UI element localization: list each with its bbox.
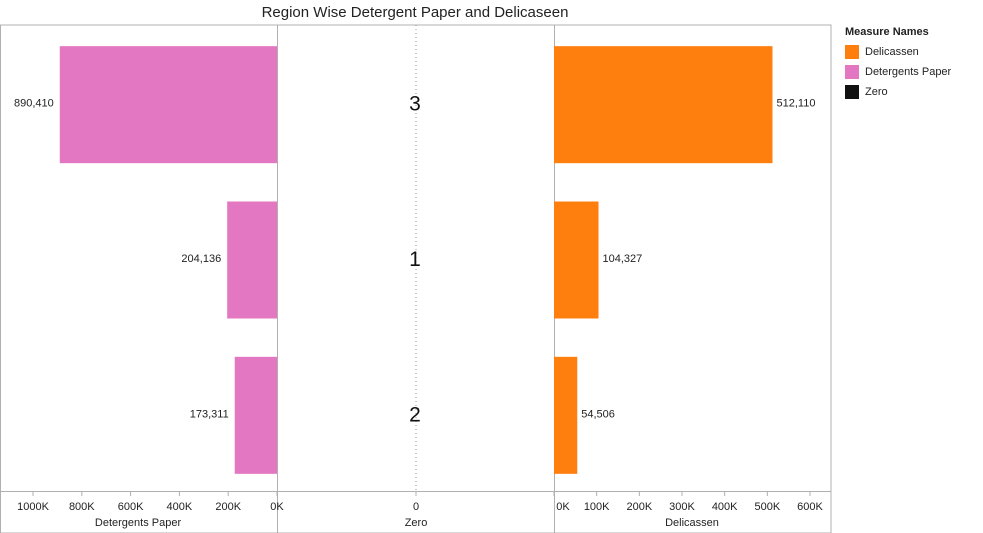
tick-label-detergents-1000k: 1000K bbox=[17, 501, 49, 513]
data-label-detergents-paper-2: 173,311 bbox=[190, 408, 229, 420]
legend-title: Measure Names bbox=[845, 26, 929, 38]
category-label-2: 2 bbox=[409, 403, 421, 426]
axis-label-zero: Zero bbox=[405, 517, 428, 529]
tick-label-delicassen-500k: 500K bbox=[754, 501, 780, 513]
tick-label-delicassen-300k: 300K bbox=[669, 501, 695, 513]
tick-label-detergents-600k: 600K bbox=[118, 501, 144, 513]
legend-label-zero: Zero bbox=[865, 86, 888, 98]
tick-label-delicassen-400k: 400K bbox=[712, 501, 738, 513]
category-label-1: 1 bbox=[409, 248, 421, 271]
chart-title: Region Wise Detergent Paper and Delicase… bbox=[262, 4, 569, 21]
legend-swatch-delicassen bbox=[845, 45, 859, 59]
bar-delicassen-3 bbox=[554, 46, 773, 164]
bar-delicassen-1 bbox=[554, 201, 599, 319]
data-label-detergents-paper-1: 204,136 bbox=[181, 253, 221, 265]
data-label-delicassen-2: 54,506 bbox=[581, 408, 615, 420]
bar-delicassen-2 bbox=[554, 356, 578, 474]
tick-label-detergents-0k: 0K bbox=[270, 501, 284, 513]
tick-label-delicassen-600k: 600K bbox=[797, 501, 823, 513]
legend: Measure Names Delicassen Detergents Pape… bbox=[845, 26, 980, 102]
legend-label-delicassen: Delicassen bbox=[865, 46, 919, 58]
legend-item-zero[interactable]: Zero bbox=[845, 82, 980, 102]
tick-label-zero: 0 bbox=[413, 501, 419, 513]
bar-detergents-paper-3 bbox=[59, 46, 277, 164]
tick-label-delicassen-0k: 0K bbox=[556, 501, 570, 513]
legend-label-detergents-paper: Detergents Paper bbox=[865, 66, 952, 78]
data-label-delicassen-1: 104,327 bbox=[603, 253, 643, 265]
category-label-3: 3 bbox=[409, 93, 421, 116]
legend-item-detergents-paper[interactable]: Detergents Paper bbox=[845, 62, 980, 82]
data-label-detergents-paper-3: 890,410 bbox=[14, 98, 54, 110]
legend-swatch-zero bbox=[845, 85, 859, 99]
tick-label-detergents-400k: 400K bbox=[167, 501, 193, 513]
tick-label-detergents-200k: 200K bbox=[215, 501, 241, 513]
axis-label-delicassen: Delicassen bbox=[665, 517, 719, 529]
tick-label-delicassen-100k: 100K bbox=[584, 501, 610, 513]
data-label-delicassen-3: 512,110 bbox=[777, 98, 816, 110]
bar-detergents-paper-2 bbox=[234, 356, 277, 474]
tick-label-delicassen-200k: 200K bbox=[626, 501, 652, 513]
legend-swatch-detergents-paper bbox=[845, 65, 859, 79]
tick-label-detergents-800k: 800K bbox=[69, 501, 95, 513]
bar-detergents-paper-1 bbox=[227, 201, 277, 319]
legend-item-delicassen[interactable]: Delicassen bbox=[845, 42, 980, 62]
axis-label-detergents-paper: Detergents Paper bbox=[95, 517, 182, 529]
